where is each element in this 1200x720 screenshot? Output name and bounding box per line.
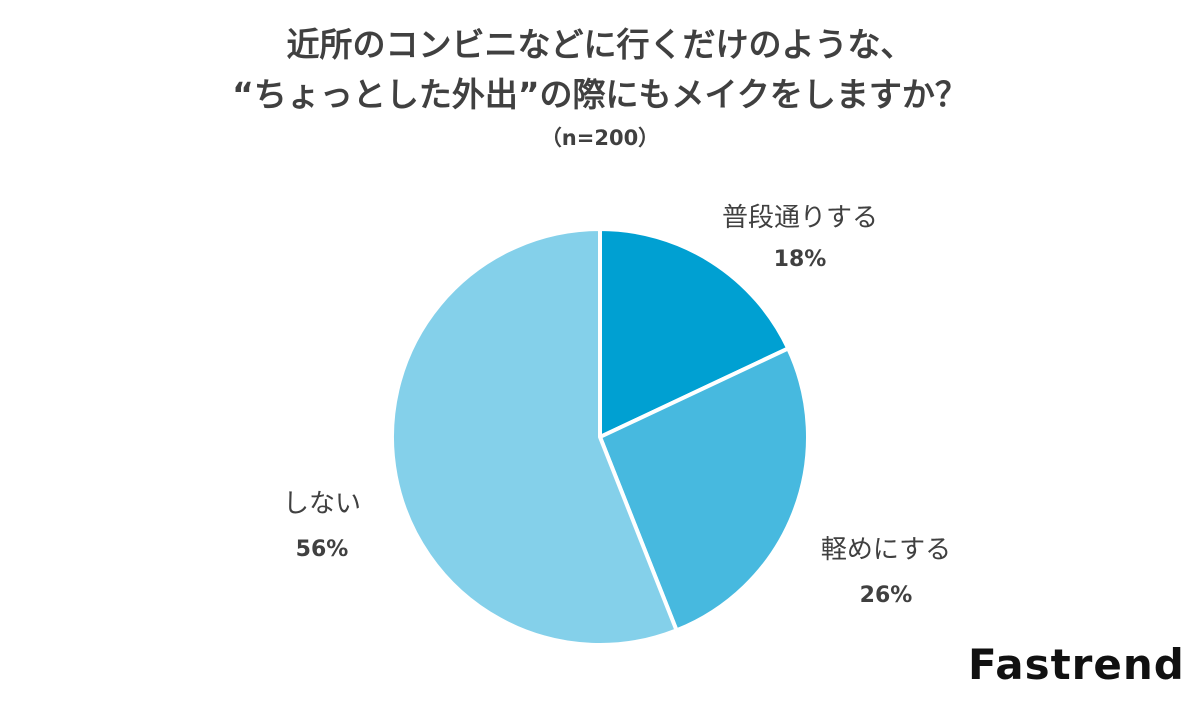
slice-value-label-3: 56% [296,537,349,562]
slice-label-2: 軽めにする [821,535,951,565]
chart-subtitle: （n=200） [540,126,660,150]
chart-title-line-2: “ちょっとした外出”の際にもメイクをしますか？ [232,75,968,114]
slice-value-label-1: 18% [774,247,827,272]
fastrend-logo: Fastrend [968,640,1185,689]
chart-title-line-1: 近所のコンビニなどに行くだけのような、 [286,25,914,64]
slice-value-label-2: 26% [860,583,913,608]
pie-slice-3 [390,227,679,647]
slice-label-3: しない [283,489,361,519]
pie-slice-2 [598,346,810,633]
slice-label-1: 普段通りする [722,203,878,233]
pie-slice-1 [598,227,791,439]
